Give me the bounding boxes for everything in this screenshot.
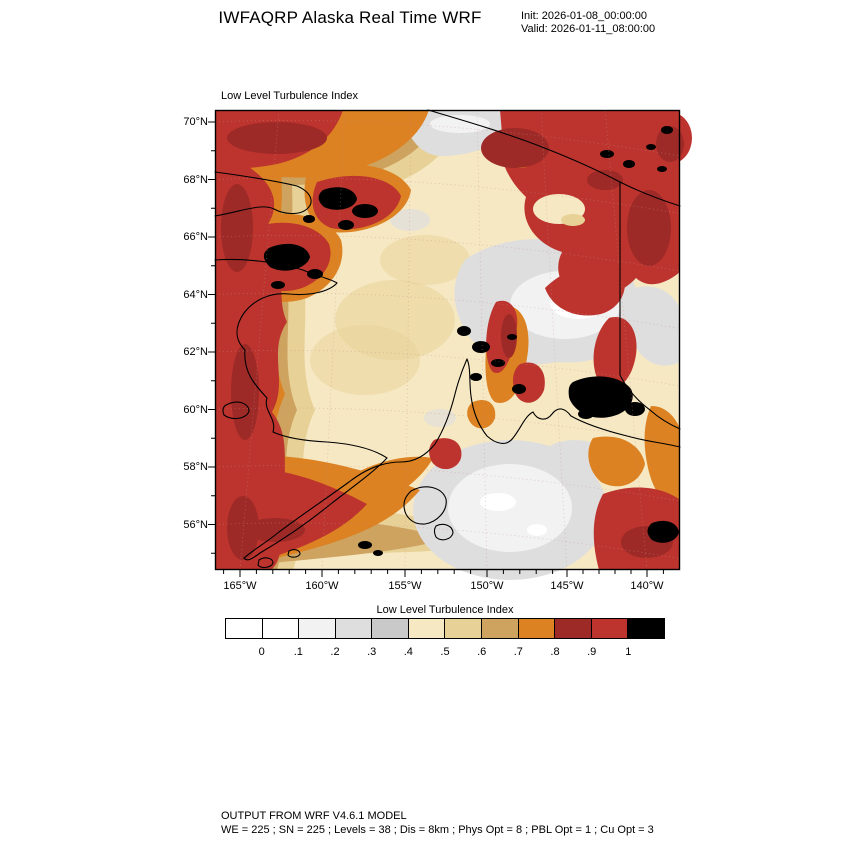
init-valid-block: Init: 2026-01-08_00:00:00 Valid: 2026-01… — [521, 10, 655, 36]
valid-time: Valid: 2026-01-11_08:00:00 — [521, 23, 656, 35]
colorbar-tick-label: .7 — [513, 646, 523, 658]
map-area — [208, 109, 692, 580]
lat-tick-label: 64°N — [183, 288, 208, 301]
colorbar-title: Low Level Turbulence Index — [376, 604, 514, 616]
colorbar-box — [481, 618, 519, 639]
colorbar-tick-label: .1 — [293, 646, 303, 658]
lon-tick-label: 165°W — [223, 580, 257, 592]
lat-tick-label: 62°N — [183, 346, 208, 358]
footer-model-line: OUTPUT FROM WRF V4.6.1 MODEL — [221, 810, 407, 822]
colorbar-box — [225, 618, 263, 639]
colorbar-tick-label: 1 — [625, 646, 632, 658]
colorbar-box — [371, 618, 409, 639]
colorbar-tick-label: .5 — [440, 646, 450, 658]
colorbar-tick-label: .2 — [330, 646, 340, 658]
init-time: Init: 2026-01-08_00:00:00 — [521, 10, 647, 22]
colorbar-tick-label: .6 — [477, 646, 487, 658]
lon-tick-label: 145°W — [550, 580, 584, 592]
coastline-outlines — [214, 109, 681, 568]
lon-tick-label: 140°W — [630, 580, 664, 592]
footer-config-line: WE = 225 ; SN = 225 ; Levels = 38 ; Dis … — [221, 824, 654, 836]
colorbar-tick-label: .9 — [587, 646, 597, 658]
colorbar-box — [627, 618, 665, 639]
lat-tick-label: 58°N — [183, 461, 208, 473]
lat-tick-label: 60°N — [183, 403, 208, 416]
field-label: Low Level Turbulence Index — [221, 90, 358, 102]
colorbar-box — [590, 618, 629, 639]
lon-tick-label: 160°W — [305, 580, 339, 592]
colorbar-box — [298, 618, 336, 639]
graticule — [214, 109, 681, 571]
colorbar-box — [517, 618, 556, 639]
colorbar-box — [261, 618, 300, 639]
lat-tick-label: 66°N — [183, 231, 208, 243]
lat-tick-label: 56°N — [183, 518, 208, 531]
colorbar-box — [334, 618, 373, 639]
colorbar-tick-label: .4 — [403, 646, 413, 658]
colorbar — [225, 618, 665, 639]
turbulence-map — [208, 109, 692, 580]
colorbar-tick-label: .3 — [367, 646, 377, 658]
lat-tick-label: 70°N — [183, 116, 208, 128]
lat-tick-label: 68°N — [183, 173, 208, 186]
colorbar-tick-label: .8 — [550, 646, 560, 658]
colorbar-tick-label: 0 — [258, 646, 265, 658]
colorbar-box — [554, 618, 592, 639]
lon-tick-label: 155°W — [388, 580, 422, 592]
map-border — [214, 109, 681, 571]
colorbar-box — [407, 618, 446, 639]
lon-tick-label: 150°W — [470, 580, 504, 592]
axis-ticks — [208, 121, 664, 577]
colorbar-box — [444, 618, 483, 639]
plot-title: IWFAQRP Alaska Real Time WRF — [218, 8, 482, 27]
